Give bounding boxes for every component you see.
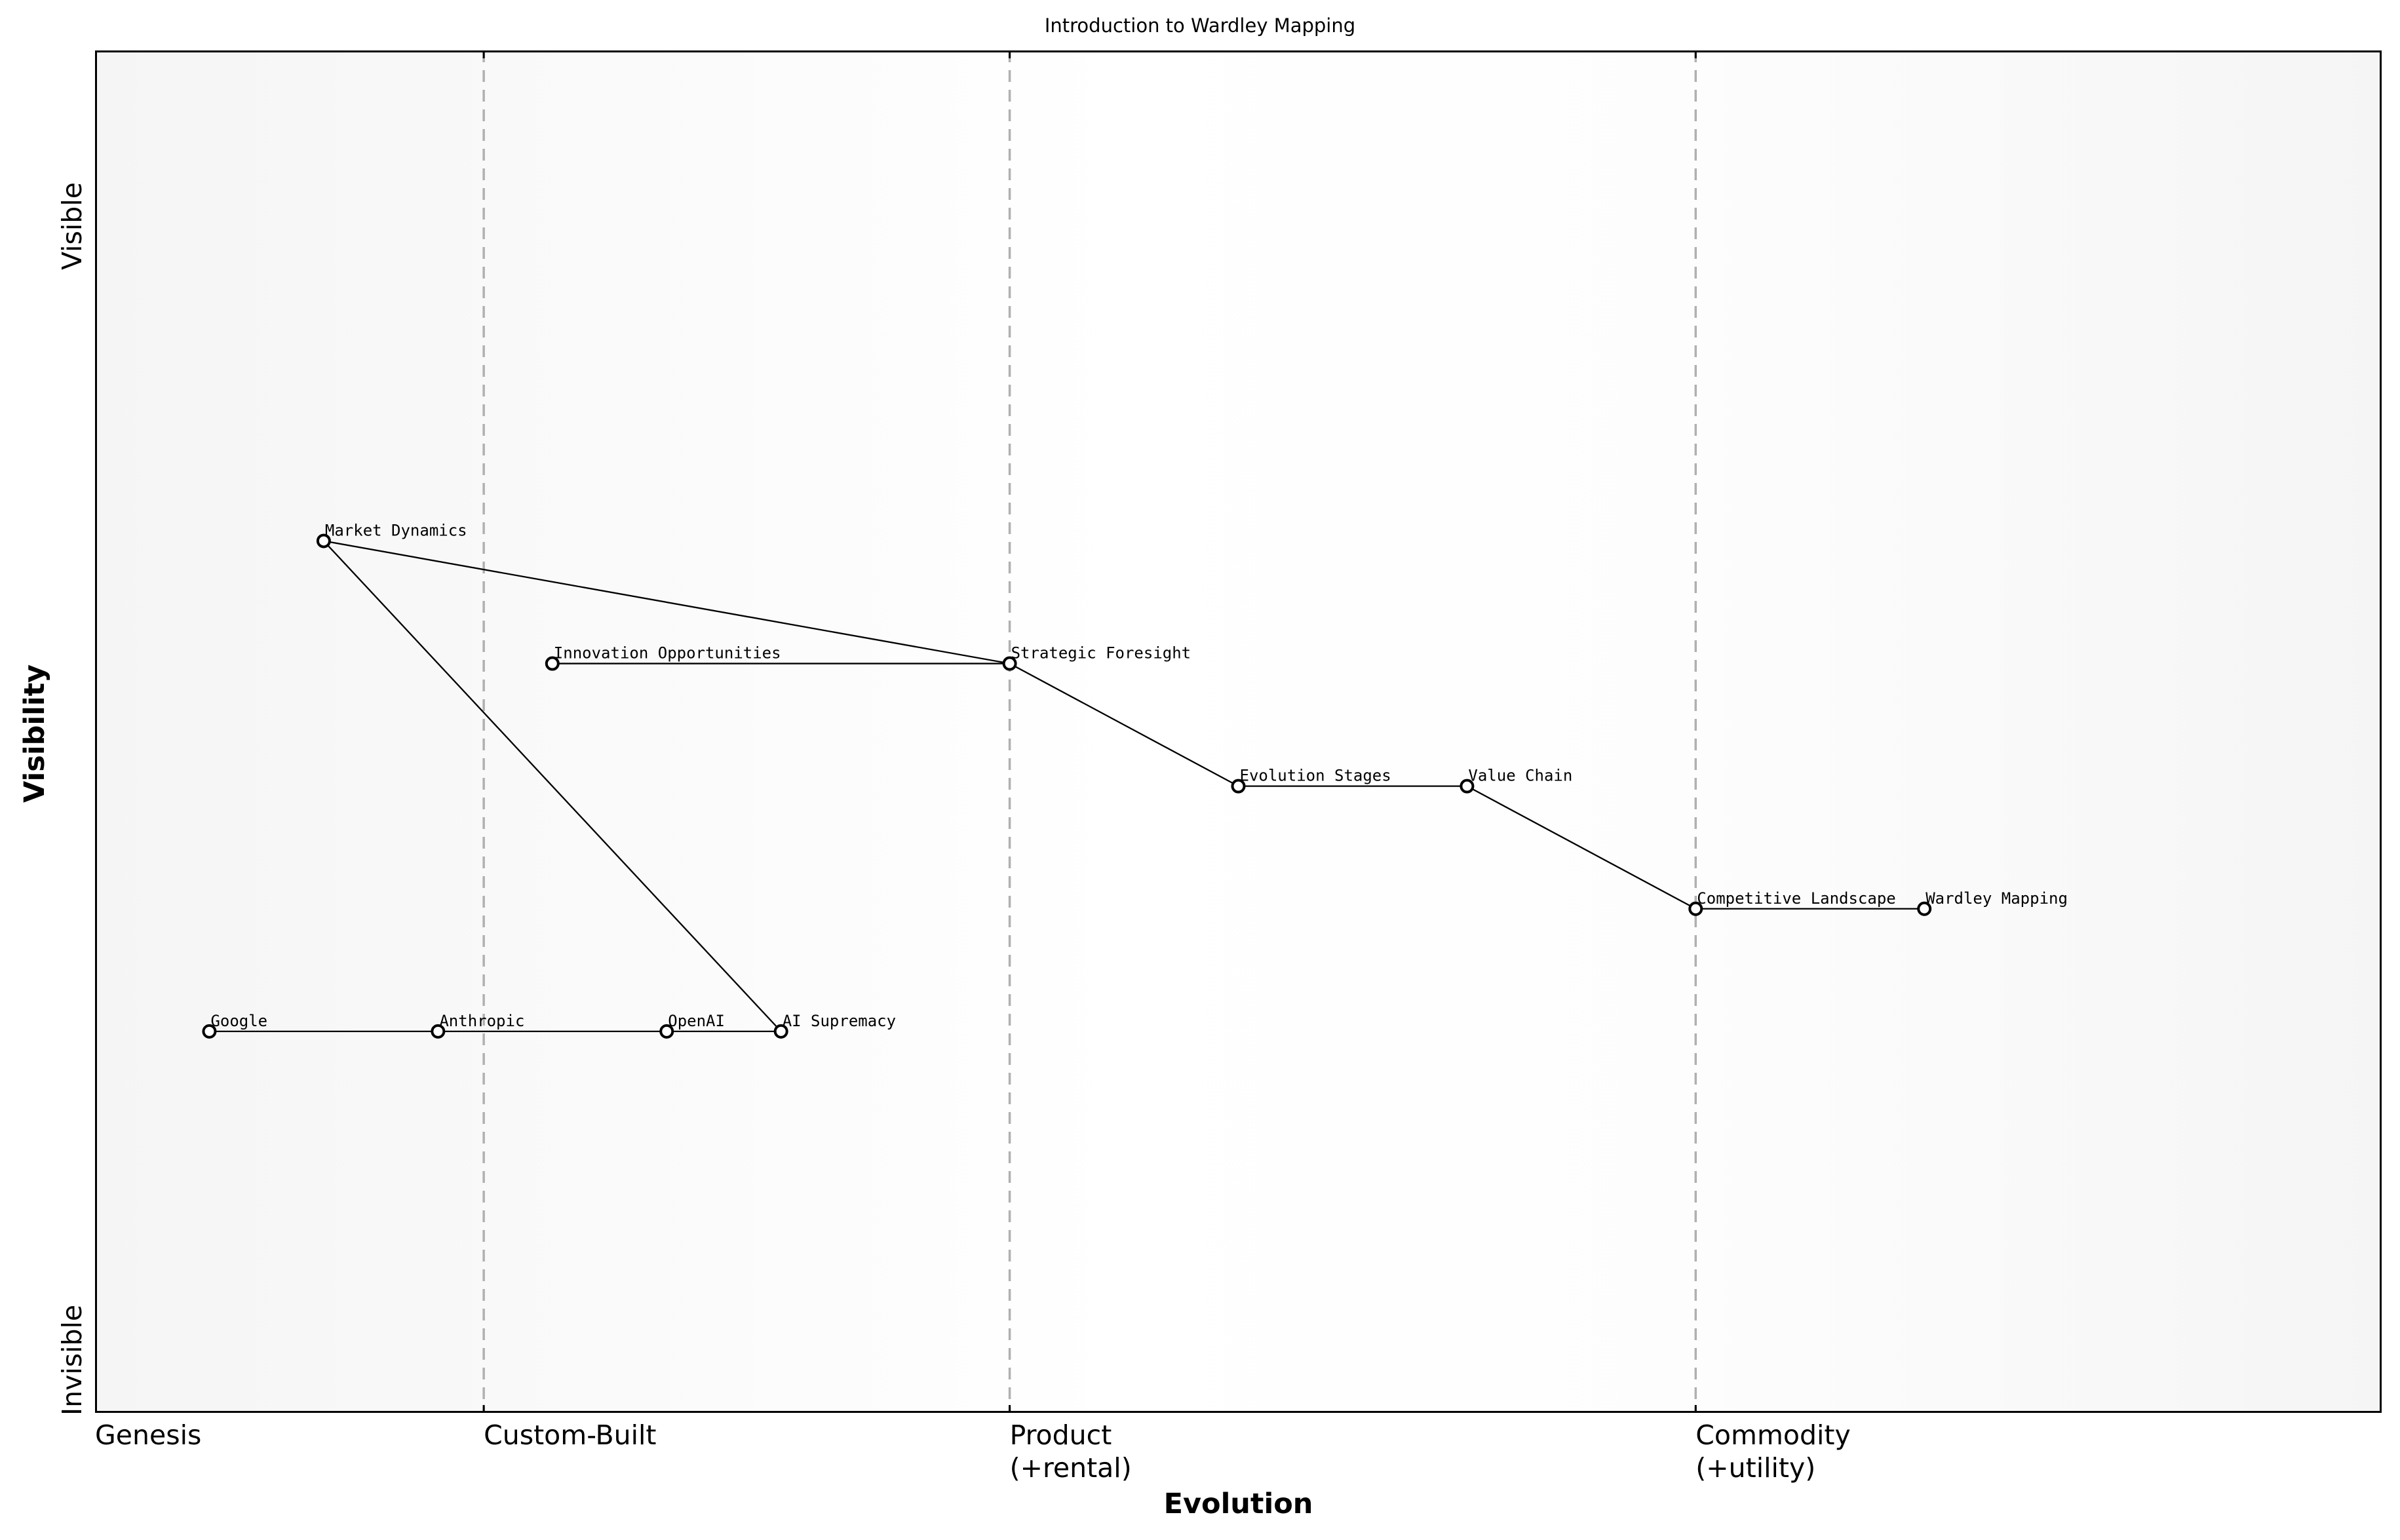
component-node[interactable]: Value Chain bbox=[1460, 767, 1572, 794]
y-axis-title: Visibility bbox=[18, 664, 51, 803]
node-marker-icon[interactable] bbox=[202, 1024, 217, 1039]
component-node[interactable]: Google bbox=[202, 1012, 267, 1039]
node-label: Google bbox=[210, 1012, 267, 1030]
component-node[interactable]: AI Supremacy bbox=[773, 1012, 896, 1039]
component-node[interactable]: Evolution Stages bbox=[1231, 767, 1391, 794]
component-node[interactable]: Strategic Foresight bbox=[1002, 644, 1191, 671]
node-label: Competitive Landscape bbox=[1697, 889, 1895, 908]
plot-area: Market Dynamics Innovation Opportunities S… bbox=[95, 50, 2382, 1413]
node-marker-icon[interactable] bbox=[1231, 779, 1246, 794]
node-marker-icon[interactable] bbox=[1002, 656, 1017, 671]
node-marker-icon[interactable] bbox=[431, 1024, 446, 1039]
node-label: Strategic Foresight bbox=[1011, 644, 1191, 663]
x-stage-label: Custom-Built bbox=[484, 1419, 657, 1451]
component-node[interactable]: Market Dynamics bbox=[316, 521, 467, 549]
node-label: Wardley Mapping bbox=[1926, 889, 2068, 908]
node-marker-icon[interactable] bbox=[316, 533, 331, 549]
wardley-map: Market Dynamics Innovation Opportunities S… bbox=[95, 50, 2382, 1413]
node-marker-icon[interactable] bbox=[773, 1024, 788, 1039]
plot-background bbox=[95, 50, 2382, 1413]
node-marker-icon[interactable] bbox=[1688, 901, 1703, 916]
node-marker-icon[interactable] bbox=[1460, 779, 1475, 794]
component-node[interactable]: Anthropic bbox=[431, 1012, 524, 1039]
link-line bbox=[323, 540, 1010, 664]
link-line bbox=[323, 540, 782, 1032]
x-axis-title: Evolution bbox=[1163, 1488, 1313, 1520]
node-label: Innovation Opportunities bbox=[554, 644, 781, 663]
link-line bbox=[1009, 663, 1239, 787]
component-node[interactable]: Innovation Opportunities bbox=[545, 644, 781, 671]
nodes: Market Dynamics Innovation Opportunities S… bbox=[202, 521, 2068, 1039]
chart-title: Introduction to Wardley Mapping bbox=[1044, 14, 1356, 37]
node-label: Market Dynamics bbox=[325, 521, 467, 539]
node-label: OpenAI bbox=[668, 1012, 725, 1030]
x-stage-label: Commodity (+utility) bbox=[1695, 1419, 1851, 1484]
component-node[interactable]: Wardley Mapping bbox=[1917, 889, 2068, 916]
node-marker-icon[interactable] bbox=[545, 656, 560, 671]
y-label-visible: Visible bbox=[56, 182, 88, 270]
y-label-invisible: Invisible bbox=[56, 1304, 88, 1415]
links bbox=[209, 540, 1925, 1033]
x-stage-label: Genesis bbox=[95, 1419, 202, 1451]
node-marker-icon[interactable] bbox=[1917, 901, 1932, 916]
component-node[interactable]: Competitive Landscape bbox=[1688, 889, 1896, 916]
plot-frame bbox=[95, 50, 2382, 1413]
node-label: Anthropic bbox=[439, 1012, 524, 1030]
node-marker-icon[interactable] bbox=[659, 1024, 674, 1039]
node-label: Evolution Stages bbox=[1240, 767, 1391, 785]
node-label: AI Supremacy bbox=[783, 1012, 896, 1030]
link-line bbox=[1466, 785, 1696, 910]
component-node[interactable]: OpenAI bbox=[659, 1012, 725, 1039]
x-stage-label: Product (+rental) bbox=[1009, 1419, 1132, 1484]
node-label: Value Chain bbox=[1468, 767, 1572, 785]
